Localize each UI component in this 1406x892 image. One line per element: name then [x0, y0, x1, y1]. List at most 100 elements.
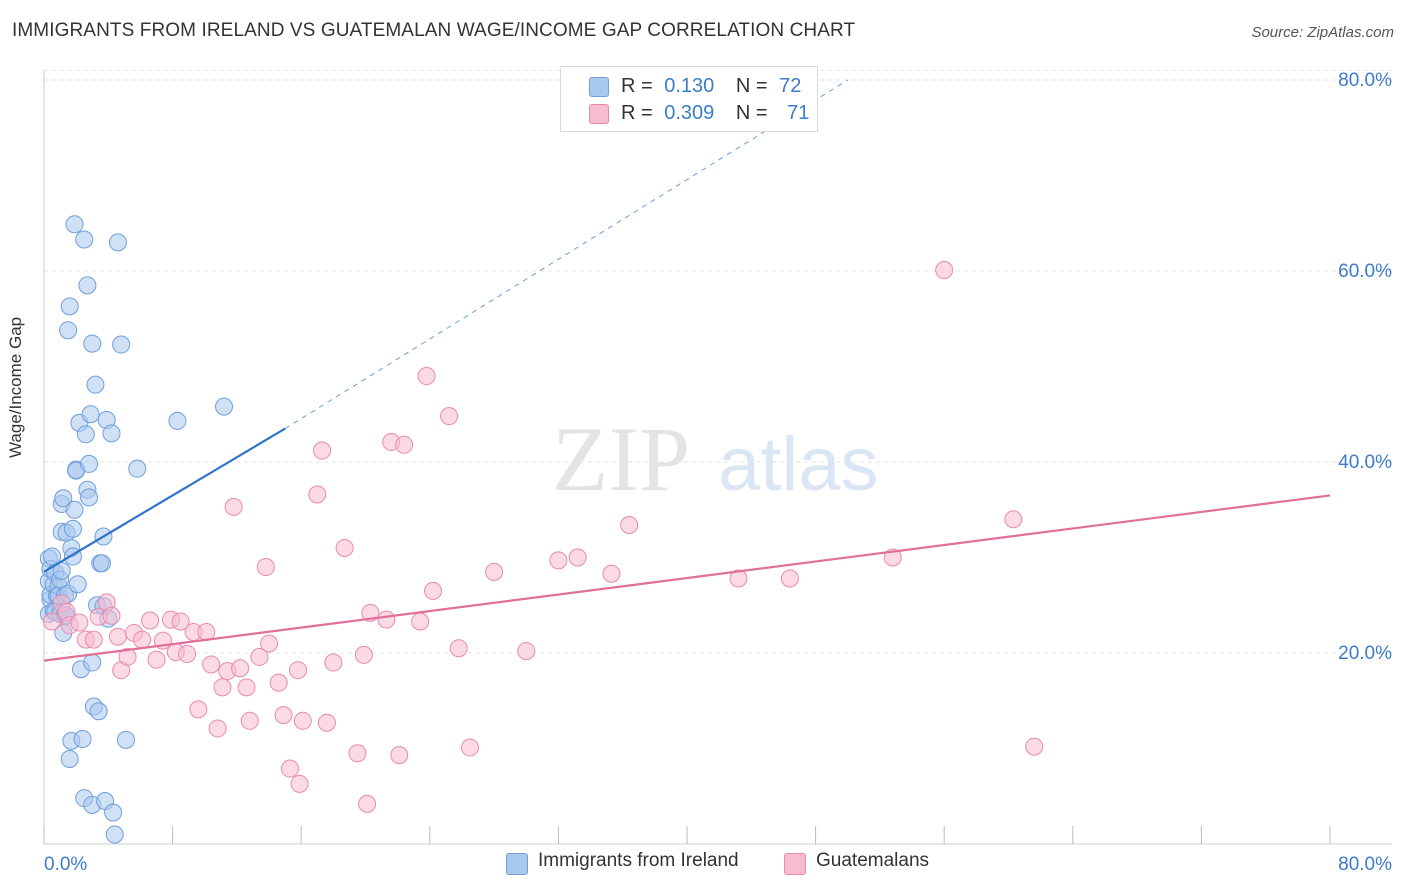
series-guatemalans-points: [43, 261, 1044, 813]
point-ireland: [83, 334, 102, 353]
point-ireland: [81, 405, 100, 424]
point-ireland: [68, 575, 87, 594]
trend-line-ireland-extension: [284, 79, 849, 430]
point-ireland: [102, 424, 121, 443]
trend-line-ireland: [43, 427, 286, 573]
point-guatemalans: [568, 548, 587, 567]
bottom-legend-ireland: Immigrants from Ireland: [538, 850, 739, 871]
point-guatemalans: [729, 569, 748, 588]
point-guatemalans: [390, 746, 409, 765]
point-guatemalans: [411, 612, 430, 631]
chart-title: IMMIGRANTS FROM IRELAND VS GUATEMALAN WA…: [12, 20, 856, 41]
trend-line-guatemalans: [43, 494, 1331, 662]
point-guatemalans: [602, 564, 621, 583]
point-ireland: [65, 215, 84, 234]
point-guatemalans: [449, 639, 468, 658]
point-ireland: [54, 489, 73, 508]
gridlines: [44, 69, 1392, 654]
point-guatemalans: [141, 611, 160, 630]
point-guatemalans: [260, 634, 279, 653]
point-ireland: [75, 230, 94, 249]
point-ireland: [80, 454, 99, 473]
point-guatemalans: [293, 711, 312, 730]
point-guatemalans: [208, 719, 227, 738]
point-guatemalans: [70, 613, 89, 632]
point-ireland: [80, 488, 99, 507]
point-guatemalans: [240, 711, 259, 730]
point-guatemalans: [317, 713, 336, 732]
stats-legend: R = 0.130 N = 72 R = 0.309 N = 71: [560, 66, 818, 132]
point-guatemalans: [440, 407, 459, 426]
point-guatemalans: [424, 581, 443, 600]
bottom-legend-guatemalans: Guatemalans: [816, 850, 930, 871]
point-guatemalans: [231, 659, 250, 678]
x-tick-label: 80.0%: [1338, 854, 1392, 875]
trend-lines: [43, 79, 1331, 662]
point-guatemalans: [118, 647, 137, 666]
point-guatemalans: [485, 562, 504, 581]
point-guatemalans: [308, 485, 327, 504]
point-ireland: [60, 297, 79, 316]
point-guatemalans: [280, 759, 299, 778]
y-tick-label: 80.0%: [1338, 70, 1392, 91]
legend-r-label: R =: [621, 102, 653, 124]
point-ireland: [73, 729, 92, 748]
point-ireland: [104, 803, 123, 822]
point-ireland: [105, 825, 124, 844]
point-ireland: [60, 750, 79, 769]
legend-n-value: 72: [779, 75, 802, 97]
point-ireland: [76, 425, 95, 444]
bottom-legend-swatch-guatemalans: [784, 853, 806, 875]
point-guatemalans: [358, 794, 377, 813]
point-ireland: [63, 519, 82, 538]
point-ireland: [83, 653, 102, 672]
point-guatemalans: [335, 538, 354, 557]
point-guatemalans: [178, 644, 197, 663]
point-ireland: [128, 459, 147, 478]
point-guatemalans: [84, 630, 103, 649]
point-ireland: [65, 500, 84, 519]
point-guatemalans: [348, 744, 367, 763]
point-ireland: [112, 335, 131, 354]
point-guatemalans: [1025, 737, 1044, 756]
x-tick-label: 0.0%: [44, 854, 87, 875]
legend-r-label: R =: [621, 75, 653, 97]
y-tick-label: 20.0%: [1338, 643, 1392, 664]
point-guatemalans: [417, 367, 436, 386]
point-ireland: [116, 730, 135, 749]
y-tick-label: 40.0%: [1338, 452, 1392, 473]
legend-n-value: 71: [787, 102, 810, 124]
point-guatemalans: [290, 774, 309, 793]
point-ireland: [78, 276, 97, 295]
point-guatemalans: [935, 261, 954, 280]
point-ireland: [89, 702, 108, 721]
point-guatemalans: [102, 606, 121, 625]
tick-labels: 20.0% 40.0% 60.0% 80.0% 0.0% 80.0%: [44, 70, 1392, 875]
point-guatemalans: [517, 642, 536, 661]
watermark-zip: ZIP: [552, 408, 690, 510]
watermark: ZIP atlas: [552, 408, 879, 510]
point-guatemalans: [780, 569, 799, 588]
legend-row-ireland: R = 0.130 N = 72: [621, 75, 801, 98]
legend-r-value: 0.130: [664, 75, 715, 97]
point-guatemalans: [224, 497, 243, 516]
point-guatemalans: [189, 700, 208, 719]
point-guatemalans: [620, 516, 639, 535]
point-guatemalans: [395, 435, 414, 454]
point-guatemalans: [269, 673, 288, 692]
source-label: Source: ZipAtlas.com: [1251, 24, 1394, 41]
point-guatemalans: [313, 441, 332, 460]
legend-row-guatemalans: R = 0.309 N = 71: [621, 102, 809, 125]
point-guatemalans: [237, 678, 256, 697]
point-guatemalans: [171, 612, 190, 631]
legend-swatch-guatemalans: [589, 104, 609, 124]
point-ireland: [92, 554, 111, 573]
point-guatemalans: [108, 627, 127, 646]
point-ireland: [168, 411, 187, 430]
point-ireland: [86, 375, 105, 394]
legend-n-label: N =: [735, 102, 768, 124]
point-ireland: [59, 321, 78, 340]
series-ireland-points: [39, 215, 234, 844]
point-guatemalans: [288, 661, 307, 680]
